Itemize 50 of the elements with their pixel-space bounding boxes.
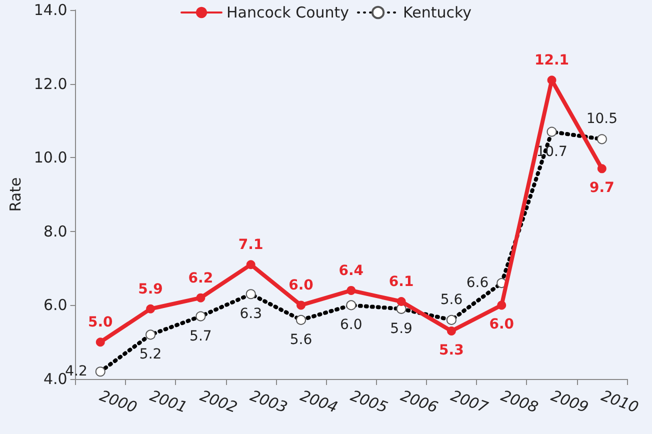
- x-tick-label: 2008: [498, 386, 541, 417]
- data-label: 5.3: [439, 342, 464, 359]
- x-tick-label: 2010: [598, 386, 641, 417]
- data-label: 12.1: [534, 52, 570, 69]
- point: [396, 297, 406, 306]
- x-tick-label: 2001: [147, 386, 190, 417]
- legend-label: Kentucky: [403, 4, 472, 22]
- x-tick-label: 2007: [448, 386, 491, 417]
- y-tick-label: 12.0: [34, 74, 68, 93]
- data-label: 6.6: [466, 275, 489, 292]
- y-tick-label: 8.0: [43, 222, 68, 240]
- data-label: 6.0: [489, 316, 514, 333]
- x-tick-label: 2003: [248, 386, 290, 417]
- data-label: 9.7: [590, 180, 614, 196]
- data-label: 5.9: [390, 320, 412, 337]
- legend-label: Hancock County: [226, 4, 350, 22]
- data-label: 6.4: [338, 262, 364, 279]
- x-tick-label: 2002: [198, 386, 240, 417]
- data-label: 6.1: [388, 274, 414, 290]
- data-label: 6.0: [340, 317, 362, 334]
- data-label: 4.2: [65, 364, 88, 380]
- point: [497, 300, 506, 310]
- data-label: 6.3: [240, 306, 262, 322]
- point: [296, 300, 306, 310]
- data-label: 10.5: [586, 111, 618, 128]
- x-tick-label: 2005: [348, 386, 390, 417]
- x-tick-label: 2000: [97, 386, 140, 417]
- y-tick-label: 10.0: [34, 148, 68, 167]
- data-label: 5.2: [139, 346, 162, 363]
- point: [597, 164, 606, 174]
- data-label: 6.2: [188, 270, 214, 286]
- data-label: 5.0: [88, 314, 114, 331]
- point: [346, 286, 356, 295]
- data-label: 5.9: [138, 281, 163, 298]
- data-label: 5.6: [290, 332, 312, 348]
- data-label: 6.0: [288, 278, 314, 294]
- x-tick-label: 2006: [398, 386, 440, 417]
- y-axis-title: Rate: [6, 177, 24, 212]
- y-tick-label: 14.0: [34, 1, 68, 19]
- point: [246, 260, 256, 270]
- point: [96, 338, 105, 347]
- x-tick-label: 2009: [548, 386, 591, 417]
- point: [196, 293, 206, 302]
- data-label: 5.6: [440, 292, 463, 308]
- point: [446, 326, 456, 336]
- data-label: 7.1: [238, 237, 264, 254]
- y-tick-label: 6.0: [43, 296, 68, 314]
- x-tick-label: 2004: [298, 386, 340, 417]
- point: [146, 304, 156, 314]
- data-label: 5.7: [190, 328, 212, 344]
